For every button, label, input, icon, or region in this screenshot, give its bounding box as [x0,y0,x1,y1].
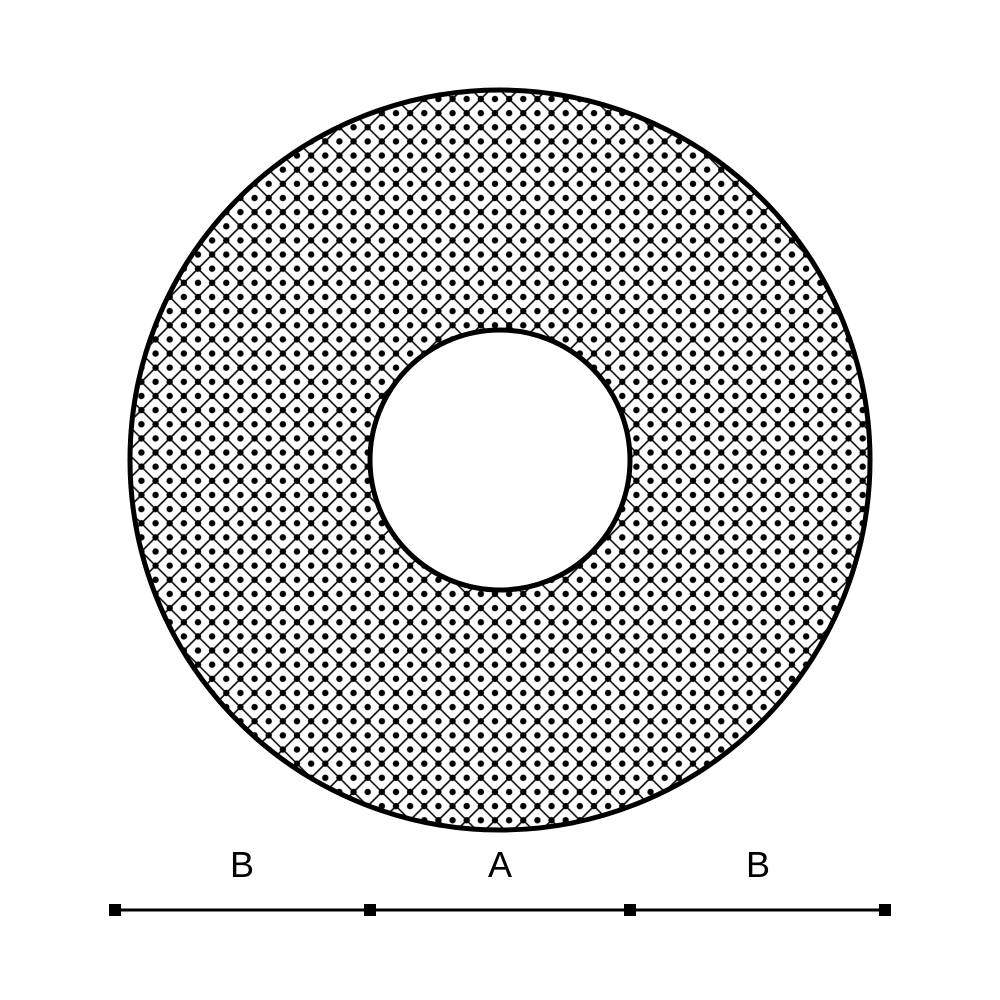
inner-circle [370,330,630,590]
dimension-label-b-right: B [740,844,776,886]
dimension-label-b-left: B [224,844,260,886]
dimension-label-a: A [482,844,518,886]
